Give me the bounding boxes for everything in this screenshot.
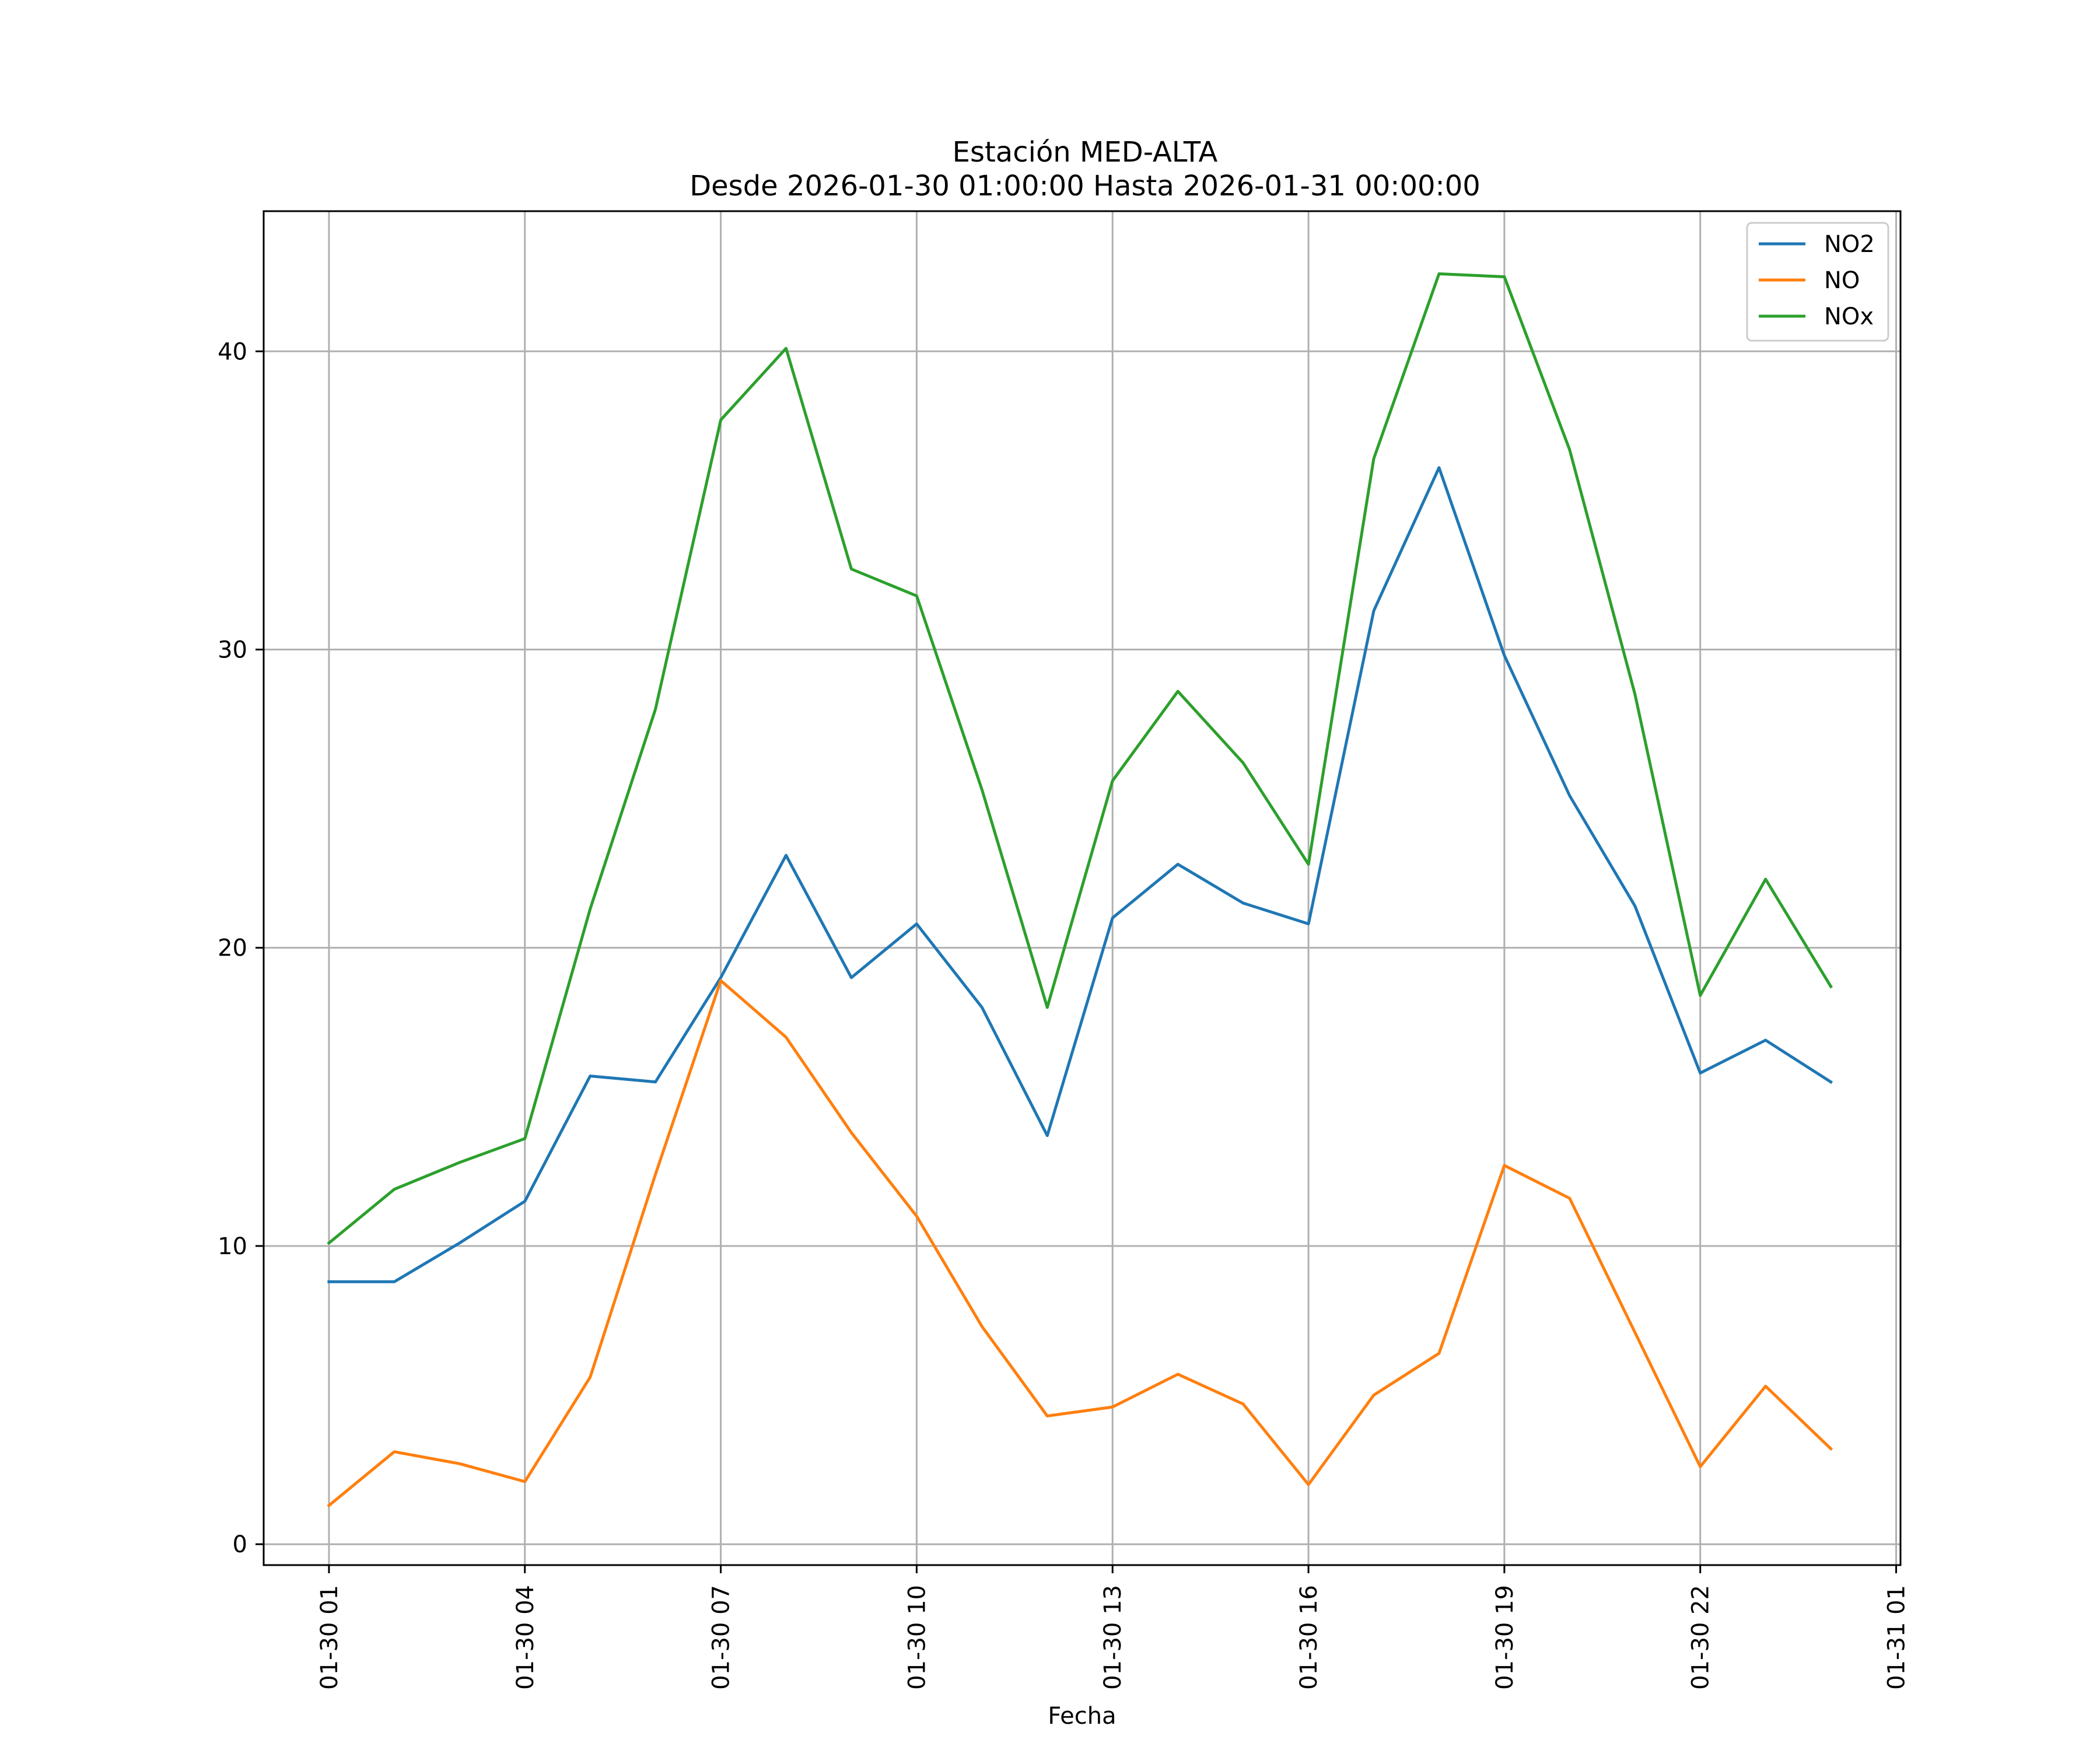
plot-frame (262, 210, 1902, 1566)
series-lines (327, 272, 1833, 1508)
series-line-nox (327, 272, 1833, 1245)
y-tick-label: 20 (218, 935, 247, 962)
y-tick-label: 0 (233, 1531, 247, 1558)
x-axis-ticks: 01-30 01 01-30 04 01-30 07 01-30 10 01-30 13… (316, 1565, 1910, 1690)
legend-label-no: NO (1824, 267, 1860, 294)
x-tick-label: 01-30 16 (1296, 1585, 1322, 1690)
x-tick-label: 01-30 22 (1688, 1585, 1714, 1690)
series-line-no (327, 979, 1833, 1508)
chart-title: Estación MED-ALTA (953, 136, 1218, 169)
y-tick-label: 10 (218, 1233, 247, 1260)
legend: NO2 NO NOx (1746, 222, 1889, 342)
legend-label-no2: NO2 (1824, 231, 1875, 258)
x-tick-label: 01-30 01 (316, 1585, 343, 1690)
y-tick-label: 40 (218, 338, 247, 365)
legend-label-nox: NOx (1824, 303, 1874, 330)
x-axis-label: Fecha (1048, 1703, 1116, 1730)
x-tick-label: 01-30 19 (1492, 1585, 1518, 1690)
legend-box (1746, 222, 1889, 342)
y-axis-ticks: 0 10 20 30 40 (218, 338, 264, 1558)
x-tick-label: 01-30 07 (708, 1585, 735, 1690)
grid-lines (264, 211, 1901, 1565)
y-tick-label: 30 (218, 637, 247, 664)
x-tick-label: 01-31 01 (1884, 1585, 1910, 1690)
series-line-no2 (327, 466, 1833, 1283)
x-tick-label: 01-30 10 (904, 1585, 930, 1690)
chart-subtitle: Desde 2026-01-30 01:00:00 Hasta 2026-01-… (690, 170, 1480, 202)
x-tick-label: 01-30 04 (512, 1585, 539, 1690)
x-tick-label: 01-30 13 (1100, 1585, 1126, 1690)
